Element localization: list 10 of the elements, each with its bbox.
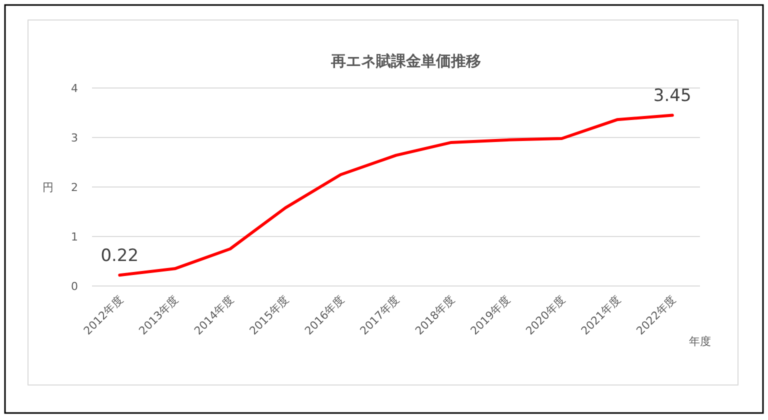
x-axis-title: 年度 — [689, 335, 711, 348]
data-label: 0.22 — [100, 246, 139, 266]
y-tick-label: 3 — [71, 132, 78, 144]
y-tick-label: 0 — [71, 280, 78, 293]
data-label: 3.45 — [653, 86, 692, 106]
y-tick-label: 1 — [71, 230, 78, 244]
y-axis-title: 円 — [42, 181, 54, 194]
y-tick-label: 4 — [71, 82, 78, 95]
y-tick-label: 2 — [71, 181, 78, 194]
chart-title: 再エネ賦課金単価推移 — [330, 52, 481, 70]
